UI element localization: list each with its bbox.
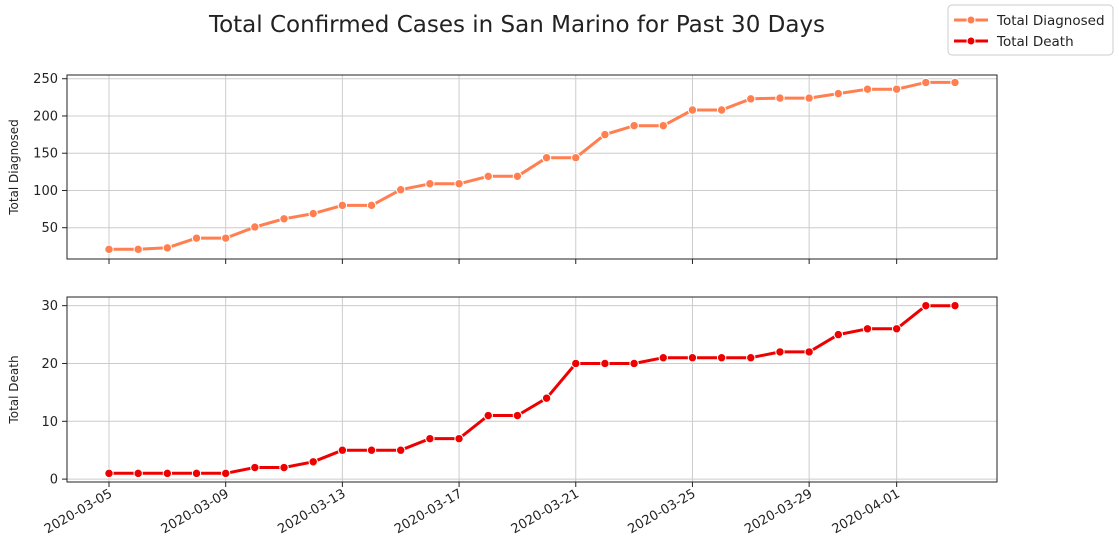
xtick-label-2020-03-25: 2020-03-25 <box>626 486 699 537</box>
total-death-point-2020-03-12 <box>308 457 318 467</box>
total-diagnosed-ytick-label: 100 <box>33 184 58 199</box>
total-diagnosed-point-2020-03-12 <box>308 208 318 219</box>
total-diagnosed-point-2020-03-07 <box>162 243 173 253</box>
total-diagnosed-point-2020-03-31 <box>862 84 873 94</box>
total-diagnosed-point-2020-04-03 <box>950 77 960 88</box>
total-death-point-2020-03-16 <box>425 433 435 444</box>
legend-label-diagnosed: Total Diagnosed <box>996 13 1105 29</box>
xtick-label-2020-03-09: 2020-03-09 <box>159 486 232 537</box>
total-diagnosed-point-2020-03-27 <box>746 94 756 104</box>
total-diagnosed-point-2020-03-22 <box>600 129 610 140</box>
death-subplot: 0 10 20 30 2020-03-05 2020-03-09 2020-03-13 202… <box>7 296 998 537</box>
total-diagnosed-point-2020-03-29 <box>804 93 814 103</box>
total-diagnosed-point-2020-03-28 <box>775 93 785 103</box>
total-death-point-2020-04-02 <box>921 300 931 311</box>
total-death-ytick-label: 30 <box>41 299 58 314</box>
total-death-point-2020-03-15 <box>396 445 406 455</box>
total-death-point-2020-03-09 <box>220 468 231 479</box>
total-death-point-2020-03-29 <box>804 347 814 357</box>
total-diagnosed-point-2020-03-19 <box>512 171 523 182</box>
total-death-point-2020-03-10 <box>250 462 260 473</box>
total-death-point-2020-03-30 <box>833 329 844 340</box>
total-diagnosed-point-2020-03-30 <box>833 88 844 99</box>
total-death-point-2020-03-08 <box>191 468 202 479</box>
total-death-point-2020-03-18 <box>483 410 493 421</box>
total-diagnosed-point-2020-03-20 <box>541 152 552 163</box>
total-diagnosed-point-2020-03-16 <box>425 179 435 189</box>
total-diagnosed-ytick-label: 150 <box>33 147 58 162</box>
total-death-point-2020-03-20 <box>541 393 552 403</box>
total-death-point-2020-03-22 <box>600 358 610 369</box>
diagnosed-subplot: 50 100 150 200 250 Total Diagnosed <box>7 72 998 264</box>
legend-frame <box>947 4 1114 56</box>
total-diagnosed-point-2020-03-10 <box>250 222 260 232</box>
total-diagnosed-point-2020-03-23 <box>629 120 639 131</box>
total-diagnosed-ytick-label: 200 <box>33 109 58 124</box>
total-death-point-2020-03-07 <box>162 468 173 479</box>
total-death-ytick-label: 0 <box>50 473 58 488</box>
xtick-label-2020-03-21: 2020-03-21 <box>509 486 582 537</box>
total-death-point-2020-03-05 <box>104 468 114 479</box>
total-death-point-2020-03-25 <box>687 353 698 363</box>
total-death-point-2020-03-21 <box>571 358 581 369</box>
total-diagnosed-point-2020-04-01 <box>891 84 902 94</box>
total-death-point-2020-04-01 <box>891 324 902 334</box>
total-death-point-2020-03-19 <box>512 410 523 421</box>
total-diagnosed-point-2020-03-25 <box>687 105 698 115</box>
legend-label-death: Total Death <box>996 34 1074 50</box>
xtick-label-2020-03-13: 2020-03-13 <box>275 486 348 537</box>
total-death-axes-frame <box>66 296 998 483</box>
total-diagnosed-point-2020-03-13 <box>337 200 348 211</box>
total-diagnosed-point-2020-03-09 <box>220 233 231 243</box>
total-diagnosed-point-2020-03-14 <box>366 200 377 211</box>
total-diagnosed-ytick-label: 50 <box>41 221 58 236</box>
legend: Total Diagnosed Total Death <box>947 4 1114 56</box>
total-diagnosed-axes-frame <box>66 74 998 260</box>
total-death-point-2020-03-27 <box>746 353 756 363</box>
total-diagnosed-ylabel: Total Diagnosed <box>7 119 21 216</box>
total-diagnosed-point-2020-03-24 <box>658 120 668 131</box>
total-diagnosed-point-2020-03-08 <box>191 233 202 243</box>
total-diagnosed-point-2020-03-26 <box>716 105 727 115</box>
total-diagnosed-point-2020-04-02 <box>921 77 931 88</box>
total-diagnosed-point-2020-03-18 <box>483 171 493 182</box>
total-death-point-2020-03-14 <box>366 445 377 455</box>
total-death-point-2020-03-28 <box>775 347 785 357</box>
total-death-point-2020-03-23 <box>629 358 639 369</box>
total-death-point-2020-03-13 <box>337 445 348 455</box>
total-diagnosed-line <box>109 80 955 251</box>
total-death-point-2020-03-06 <box>133 468 143 479</box>
xtick-label-2020-03-05: 2020-03-05 <box>42 486 115 537</box>
xtick-label-2020-03-17: 2020-03-17 <box>392 486 465 537</box>
total-death-ytick-label: 20 <box>41 357 58 372</box>
total-diagnosed-point-2020-03-05 <box>104 244 114 255</box>
total-diagnosed-point-2020-03-17 <box>454 179 464 189</box>
total-diagnosed-point-2020-03-15 <box>396 185 406 195</box>
total-diagnosed-point-2020-03-21 <box>571 152 581 163</box>
total-death-point-2020-04-03 <box>950 300 960 311</box>
total-diagnosed-ytick-label: 250 <box>33 72 58 87</box>
chart-title: Total Confirmed Cases in San Marino for … <box>208 12 825 38</box>
total-diagnosed-point-2020-03-06 <box>133 244 143 255</box>
total-death-point-2020-03-24 <box>658 353 668 363</box>
total-death-ytick-label: 10 <box>41 415 58 430</box>
total-death-point-2020-03-31 <box>862 324 873 334</box>
legend-marker-diagnosed <box>966 15 976 25</box>
total-death-ylabel: Total Death <box>7 355 21 424</box>
total-death-line <box>109 304 955 475</box>
legend-marker-death <box>966 36 976 46</box>
total-death-point-2020-03-26 <box>716 353 727 363</box>
total-death-point-2020-03-17 <box>454 433 464 444</box>
total-death-point-2020-03-11 <box>279 462 289 473</box>
xtick-label-2020-03-29: 2020-03-29 <box>742 486 815 537</box>
xtick-label-2020-04-01: 2020-04-01 <box>830 486 903 537</box>
total-diagnosed-point-2020-03-11 <box>279 214 289 224</box>
